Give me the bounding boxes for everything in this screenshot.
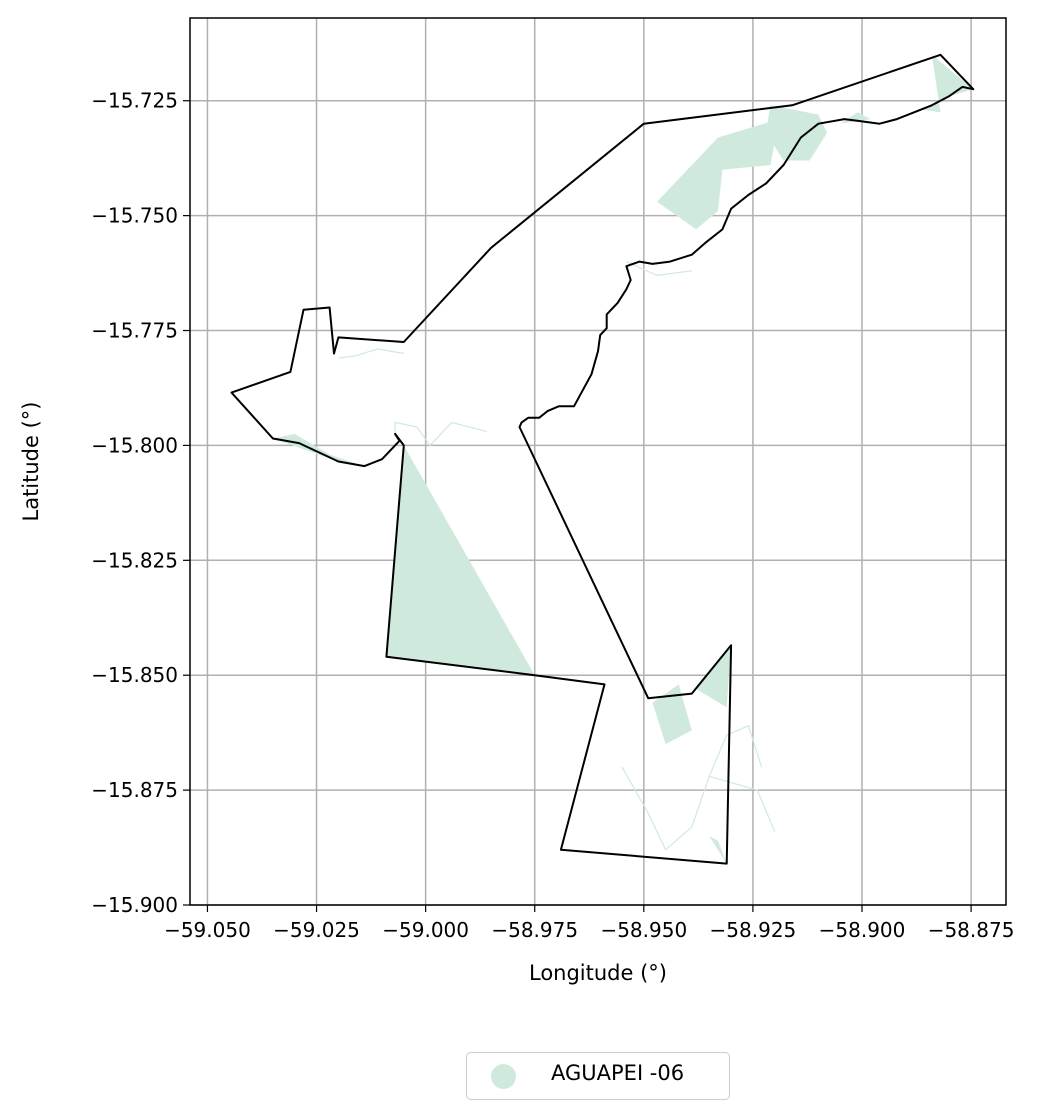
filled-area [656,119,780,230]
streams [338,261,776,851]
x-tick-label: −59.050 [164,918,251,942]
filled-area [709,836,727,864]
boundary-polygon [230,53,975,865]
x-axis-ticks: −59.050 −59.025 −59.000 −58.975 −58.950 −58.9… [164,905,1014,942]
y-tick-label: −15.750 [91,204,178,228]
x-tick-label: −59.025 [273,918,360,942]
y-tick-label: −15.875 [91,778,178,802]
y-tick-label: −15.900 [91,893,178,917]
stream-line [338,348,404,359]
boundary-outline [230,53,975,865]
stream-line [709,775,776,832]
filled-area [696,645,732,708]
x-tick-label: −58.875 [928,918,1015,942]
legend: AGUAPEI -06 [466,1052,730,1100]
filled-area [652,684,692,745]
y-tick-label: −15.850 [91,663,178,687]
y-tick-label: −15.825 [91,548,178,572]
filled-area [840,112,871,124]
y-axis-ticks: −15.725 −15.750 −15.775 −15.800 −15.825 −15.8… [91,89,190,917]
y-axis-title: Latitude (°) [19,402,43,522]
y-tick-label: −15.725 [91,89,178,113]
x-tick-label: −58.975 [491,918,578,942]
filled-area [766,105,828,161]
filled-area [923,54,974,113]
plot-area [190,18,1006,905]
x-tick-label: −58.925 [710,918,797,942]
legend-label: AGUAPEI -06 [551,1061,685,1085]
legend-marker-icon [491,1064,516,1089]
filled-area [386,445,535,676]
y-tick-label: −15.800 [91,433,178,457]
x-tick-label: −58.900 [819,918,906,942]
x-tick-label: −58.950 [600,918,687,942]
stream-line [394,421,487,447]
stream-line [621,724,763,851]
x-axis-title: Longitude (°) [529,961,667,985]
x-tick-label: −59.000 [382,918,469,942]
stream-line [626,261,692,277]
y-tick-label: −15.775 [91,319,178,343]
plot-frame [189,17,1007,906]
